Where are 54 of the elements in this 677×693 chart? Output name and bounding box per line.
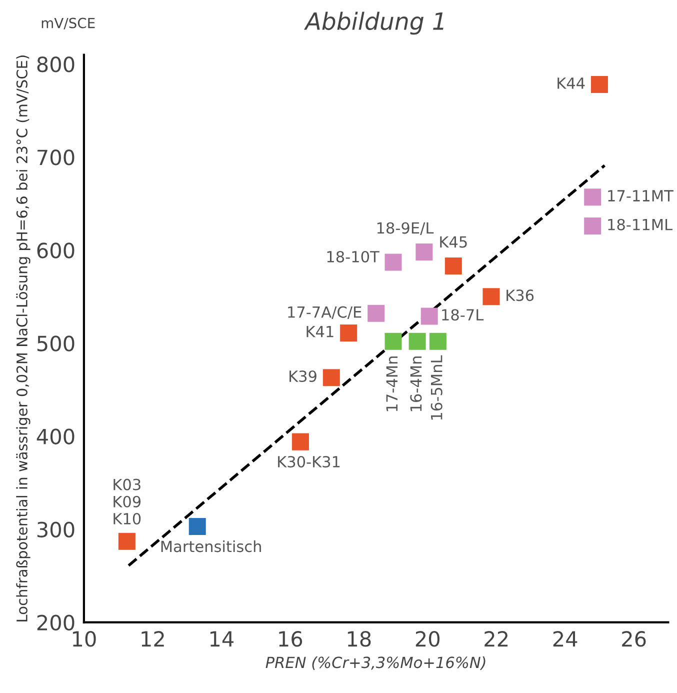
annotation: Martensitisch xyxy=(161,540,261,552)
x-tick-label: 22 xyxy=(484,631,508,646)
y-tick-label: 600 xyxy=(37,242,74,258)
x-tick-label: 26 xyxy=(622,631,646,647)
y-tick-label: 300 xyxy=(37,522,74,538)
point xyxy=(444,257,462,274)
point xyxy=(408,332,426,350)
annotation: K44 xyxy=(558,78,585,89)
annotation: 18-10T xyxy=(327,250,380,262)
point xyxy=(482,288,500,306)
annotation: K39 xyxy=(290,370,316,382)
annotation: 17-4Mn xyxy=(386,356,398,412)
annotation: K36 xyxy=(506,290,534,302)
point xyxy=(420,308,438,325)
annotation: K03 K09 K10 xyxy=(114,478,141,525)
annotation: K45 xyxy=(440,236,467,248)
annotation: 17-11MT xyxy=(608,190,674,202)
annotation: 18-9E/L xyxy=(377,222,434,235)
x-tick-label: 20 xyxy=(416,631,440,647)
y-tick-label: 400 xyxy=(36,428,74,444)
x-axis-title: PREN (%Cr+3,3%Mo+16%N) xyxy=(266,656,486,670)
point xyxy=(584,188,602,206)
y-tick-label: 500 xyxy=(37,336,74,352)
annotation: K41 xyxy=(306,326,334,338)
annotation: K30-K31 xyxy=(278,456,340,468)
y-tick-label: 700 xyxy=(38,150,74,166)
chart-title: Abbildung 1 xyxy=(304,12,444,35)
x-tick-label: 16 xyxy=(279,631,302,647)
annotation: 16-5MnL xyxy=(430,355,442,420)
annotation: 18-7L xyxy=(442,309,484,321)
point xyxy=(384,254,402,271)
y-axis-title: Lochfraßpotential in wässriger 0,02M NaCl-Lösung pH=6,6 bei 23°C (mV/SCE) xyxy=(16,56,30,622)
x-tick-label: 14 xyxy=(210,631,234,646)
y-tick-label: 800 xyxy=(37,56,74,72)
annotation: 17-7A/C/E xyxy=(288,306,362,320)
x-tick-label: 12 xyxy=(142,631,164,646)
text: mV/SCE xyxy=(42,18,95,30)
point xyxy=(118,532,136,550)
point xyxy=(322,369,340,386)
annotation: 16-4Mn xyxy=(410,356,422,412)
annotation: 18-11ML xyxy=(608,218,672,230)
point xyxy=(584,217,602,234)
point xyxy=(590,76,608,94)
y-tick-label: 200 xyxy=(37,614,74,631)
point xyxy=(188,518,206,535)
point xyxy=(292,433,309,450)
point xyxy=(368,304,385,322)
point xyxy=(340,324,358,342)
x-tick-label: 18 xyxy=(348,631,371,647)
x-tick-label: 10 xyxy=(72,631,96,647)
point xyxy=(429,332,446,350)
point xyxy=(384,332,402,350)
point xyxy=(416,243,433,261)
x-tick-label: 24 xyxy=(553,631,578,646)
